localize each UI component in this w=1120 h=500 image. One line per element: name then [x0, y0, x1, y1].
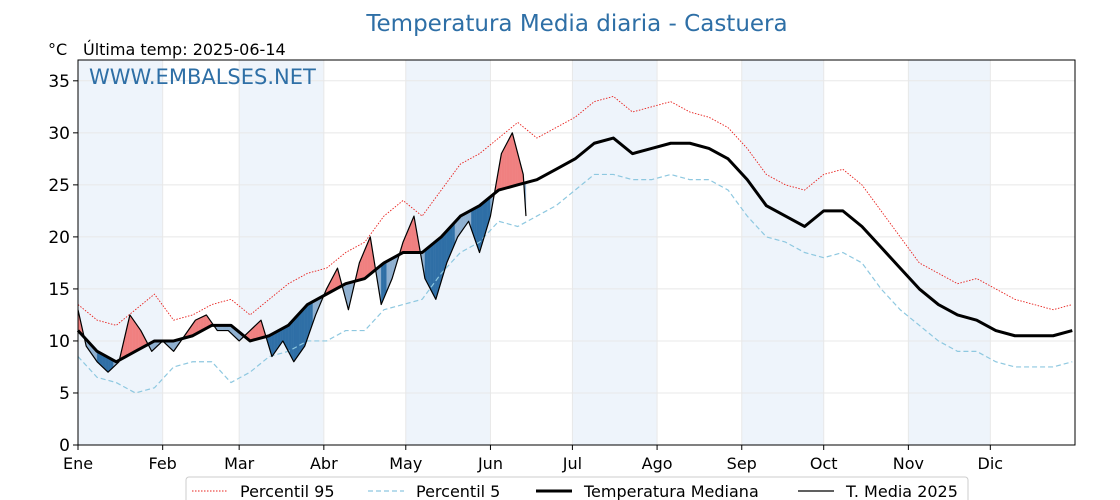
plot-area: 0 5 10 15 20 25 30 35 Ene Feb Mar Abr May Jun Jul Ago Se…: [48, 59, 1076, 473]
chart-title: Temperatura Media diaria - Castuera: [365, 11, 787, 37]
month-band: [78, 60, 163, 445]
y-tick-label: 0: [59, 436, 70, 456]
x-tick-label: Oct: [810, 454, 838, 473]
series-line-actual: [77, 132, 527, 373]
legend-box: [185, 476, 969, 500]
x-tick-label: Feb: [149, 454, 177, 473]
series-line-median: [76, 136, 1073, 364]
x-tick-label: Ene: [63, 454, 93, 473]
x-tick-label: Ago: [642, 454, 673, 473]
watermark: WWW.EMBALSES.NET: [89, 65, 316, 89]
fill-below-median: [296, 313, 300, 359]
plot-frame: [77, 59, 1076, 446]
y-tick-label: 30: [48, 124, 70, 144]
x-tick-label: Abr: [310, 454, 338, 473]
fill-above-median: [506, 137, 510, 189]
x-tick-label: Nov: [893, 454, 924, 473]
fill-above-median: [503, 143, 507, 189]
y-unit-label: °C: [48, 40, 67, 59]
y-tick-label: 15: [48, 280, 70, 300]
fill-below-median: [293, 316, 297, 363]
y-tick-label: 25: [48, 176, 70, 196]
legend-label-actual: T. Media 2025: [845, 482, 958, 500]
y-tick-label: 10: [48, 332, 70, 352]
legend-label-p95: Percentil 95: [240, 482, 335, 500]
legend: Percentil 95 Percentil 5 Temperatura Med…: [185, 476, 969, 500]
x-tick-label: Sep: [727, 454, 757, 473]
month-band: [239, 60, 324, 445]
last-temp-label: Última temp: 2025-06-14: [83, 40, 286, 59]
month-band: [572, 60, 658, 445]
legend-label-median: Temperatura Mediana: [583, 482, 759, 500]
fill-above-median: [509, 132, 513, 188]
x-tick-label: Mar: [224, 454, 255, 473]
fill-above-median: [129, 314, 133, 355]
fill-below-median: [432, 241, 436, 300]
x-tick-label: Dic: [978, 454, 1004, 473]
y-tick-label: 5: [59, 384, 70, 404]
x-tick-label: Jun: [477, 454, 503, 473]
fill-below-median: [427, 245, 431, 289]
fill-above-median: [132, 318, 136, 354]
series-line-p95: [77, 95, 1073, 326]
series-line-p5: [77, 173, 1073, 394]
fill-below-median: [299, 310, 303, 355]
y-tick-label: 35: [48, 72, 70, 92]
month-band: [741, 60, 824, 445]
x-tick-label: May: [389, 454, 422, 473]
month-band: [908, 60, 991, 445]
x-tick-label: Jul: [562, 454, 582, 473]
y-tick-label: 20: [48, 228, 70, 248]
fill-below-median: [290, 319, 294, 362]
legend-label-p5: Percentil 5: [416, 482, 500, 500]
